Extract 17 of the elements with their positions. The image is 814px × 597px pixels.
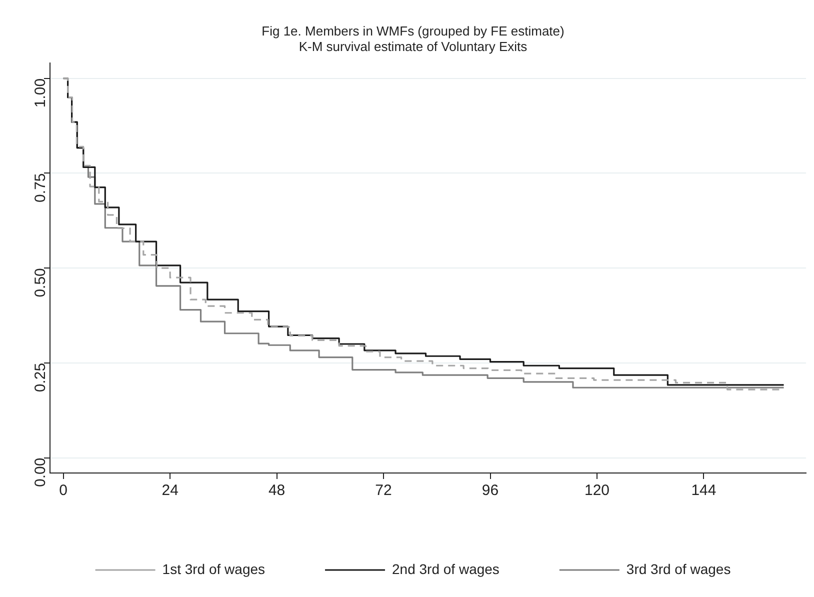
x-tick-label: 48 [268,482,286,500]
x-tick-label: 72 [375,482,392,500]
x-tick-label: 24 [162,482,178,500]
legend-label: 2nd 3rd of wages [392,560,500,577]
chart-title: Fig 1e. Members in WMFs (grouped by FE estimate) [262,23,564,38]
y-tick-label: 1.00 [32,78,50,108]
x-tick-label: 0 [59,482,68,500]
y-tick-label: 0.00 [32,458,50,488]
x-tick-label: 144 [691,482,716,500]
y-tick-label: 0.50 [32,268,50,298]
y-tick-label: 0.75 [32,173,50,202]
legend-label: 3rd 3rd of wages [626,560,731,577]
y-tick-label: 0.25 [32,362,50,392]
chart-subtitle: K-M survival estimate of Voluntary Exits [298,38,528,54]
x-tick-label: 96 [482,482,499,500]
x-tick-label: 120 [584,482,610,500]
legend-label: 1st 3rd of wages [162,560,266,577]
